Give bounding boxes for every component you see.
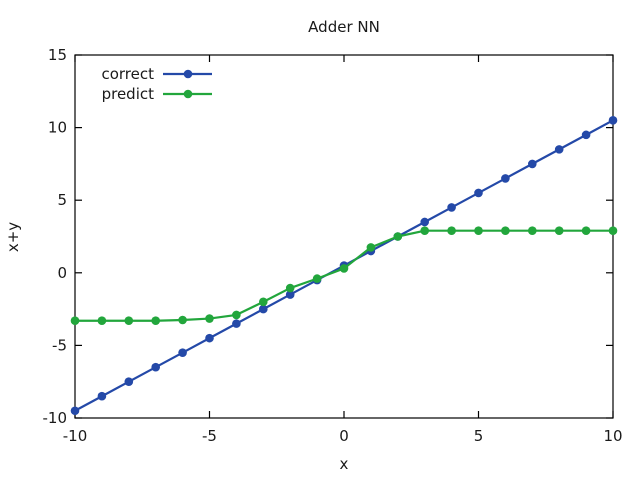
- x-tick-label: -10: [63, 427, 88, 445]
- legend-marker-correct: [183, 69, 193, 79]
- y-tick-label: 15: [48, 46, 67, 64]
- data-point-correct: [178, 348, 187, 357]
- data-point-predict: [528, 226, 537, 235]
- y-tick-label: 10: [48, 119, 67, 137]
- data-point-correct: [474, 188, 483, 198]
- y-tick-label: -10: [43, 409, 68, 427]
- x-axis-label: x: [340, 455, 349, 473]
- data-point-correct: [97, 391, 107, 401]
- data-point-predict: [581, 226, 591, 235]
- x-tick-label: 5: [474, 427, 484, 445]
- data-point-predict: [232, 310, 241, 320]
- x-tick-label: 10: [603, 427, 622, 445]
- x-tick-label: 0: [339, 427, 349, 445]
- data-point-predict: [124, 316, 134, 326]
- data-point-predict: [554, 226, 564, 235]
- data-point-correct: [447, 203, 456, 212]
- data-point-correct: [151, 362, 160, 372]
- y-axis-label: x+y: [4, 222, 22, 252]
- data-point-predict: [312, 274, 322, 283]
- data-point-predict: [393, 232, 403, 241]
- data-point-predict: [285, 283, 295, 293]
- data-point-correct: [528, 159, 537, 169]
- legend: correct predict: [101, 65, 212, 103]
- x-tick-label: -5: [202, 427, 217, 445]
- data-point-predict: [501, 226, 510, 235]
- y-tick-label: 5: [57, 191, 67, 209]
- data-point-predict: [151, 316, 160, 326]
- legend-marker-predict: [183, 89, 193, 99]
- y-tick-label: -5: [52, 336, 67, 354]
- data-point-correct: [259, 304, 268, 314]
- data-point-correct: [232, 319, 241, 328]
- data-point-correct: [124, 377, 134, 387]
- data-point-correct: [501, 174, 510, 183]
- data-point-predict: [178, 315, 187, 325]
- data-point-correct: [608, 116, 618, 125]
- data-point-predict: [205, 314, 214, 323]
- y-tick-label: 0: [57, 264, 67, 282]
- data-point-predict: [97, 316, 107, 326]
- chart-title: Adder NN: [308, 18, 380, 36]
- legend-label-predict: predict: [102, 85, 155, 103]
- data-point-predict: [447, 226, 456, 235]
- data-point-predict: [420, 226, 430, 235]
- data-point-correct: [581, 130, 591, 140]
- legend-label-correct: correct: [101, 65, 154, 83]
- data-point-correct: [285, 290, 295, 299]
- data-point-predict: [70, 316, 80, 326]
- data-point-predict: [366, 243, 376, 252]
- axis-ticks: -10 -5 0 5 10 -10 -5 0 5 10 15: [43, 46, 623, 445]
- data-series: [70, 116, 618, 416]
- data-point-correct: [205, 333, 214, 343]
- data-point-correct: [420, 217, 430, 227]
- data-point-predict: [608, 226, 618, 235]
- data-point-correct: [70, 406, 80, 416]
- series-line-predict: [75, 229, 613, 322]
- data-point-predict: [259, 297, 268, 307]
- data-point-predict: [339, 264, 349, 273]
- data-point-predict: [474, 226, 483, 235]
- data-point-correct: [554, 145, 564, 154]
